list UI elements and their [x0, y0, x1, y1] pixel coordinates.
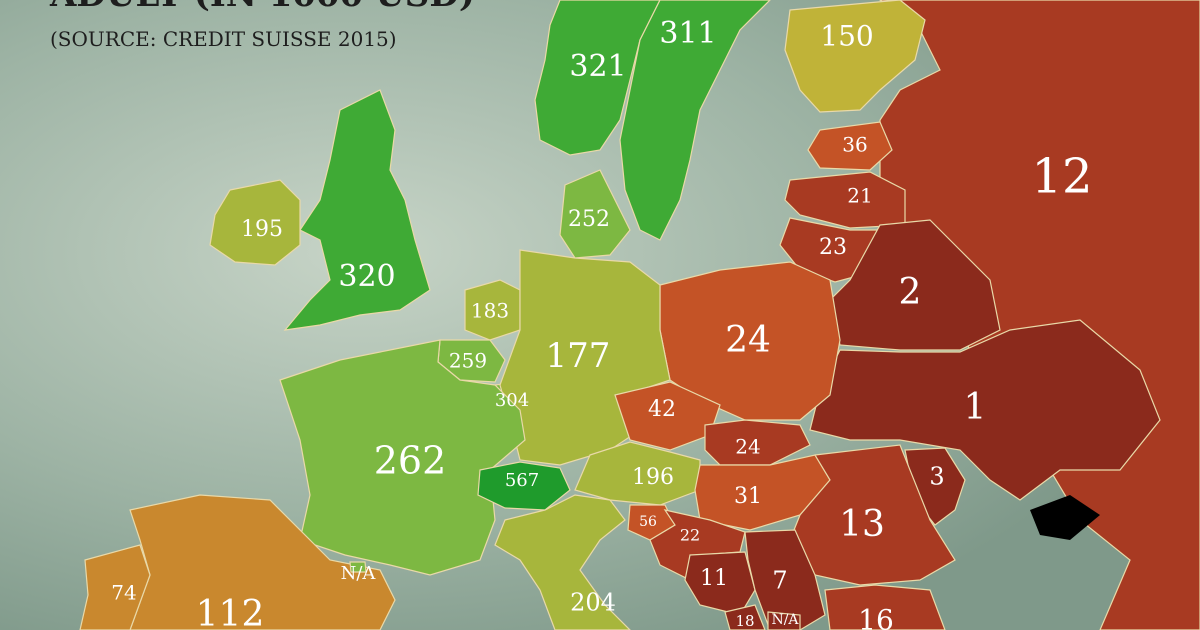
region-denmark [559, 169, 631, 259]
value-label-bosnia: 11 [700, 566, 728, 591]
region-andorra [349, 561, 367, 573]
value-label-slovenia: 56 [639, 514, 657, 530]
region-sweden [619, 0, 771, 241]
value-label-spain: 112 [196, 594, 265, 630]
region-estonia [807, 121, 893, 171]
region-crimea [1030, 495, 1100, 540]
region-uk [283, 89, 431, 331]
region-kosovo [767, 611, 801, 630]
value-label-france: 262 [374, 439, 447, 483]
value-label-portugal: 74 [111, 581, 136, 605]
value-label-bulgaria: 16 [858, 604, 894, 630]
value-label-belgium: 259 [449, 349, 487, 373]
value-label-serbia: 7 [772, 567, 787, 595]
value-label-austria: 196 [632, 465, 674, 490]
region-finland [784, 0, 926, 113]
value-label-uk: 320 [338, 259, 395, 294]
value-label-croatia: 22 [680, 526, 700, 545]
value-label-latvia: 21 [847, 184, 872, 208]
region-serbia [744, 529, 826, 630]
value-label-moldova: 3 [929, 463, 944, 491]
value-label-netherlands: 183 [471, 299, 509, 323]
region-ukraine [809, 319, 1161, 501]
value-label-switzerland: 567 [505, 470, 539, 491]
value-label-finland: 150 [820, 20, 873, 53]
region-italy [494, 494, 631, 630]
value-label-ukraine: 1 [964, 387, 987, 428]
value-label-hungary: 31 [734, 484, 762, 509]
region-montenegro [724, 604, 766, 630]
map-title: ADULT (IN 1000 USD) [49, 0, 475, 15]
value-label-ireland: 195 [241, 217, 283, 242]
region-romania [789, 444, 956, 586]
map-source: (SOURCE: CREDIT SUISSE 2015) [50, 27, 397, 51]
value-label-luxembourg: 304 [495, 390, 529, 411]
region-switzerland [477, 461, 571, 511]
value-label-italy: 204 [570, 589, 616, 617]
value-label-belarus: 2 [899, 272, 922, 313]
value-label-andorra: N/A [341, 563, 377, 584]
value-label-estonia: 36 [842, 133, 867, 157]
value-label-germany: 177 [546, 336, 611, 376]
region-ireland [209, 179, 301, 266]
value-label-lithuania: 23 [819, 235, 847, 260]
value-label-norway: 321 [569, 49, 626, 84]
value-label-romania: 13 [839, 504, 885, 545]
value-label-czech: 42 [648, 397, 676, 422]
region-slovakia [704, 419, 811, 466]
region-latvia [784, 171, 906, 229]
region-bulgaria [824, 584, 946, 630]
value-label-denmark: 252 [568, 207, 610, 232]
value-label-sweden: 311 [659, 16, 716, 51]
value-label-russia: 12 [1031, 149, 1092, 205]
region-belarus [829, 219, 1001, 351]
region-portugal [79, 544, 151, 630]
value-label-slovakia: 24 [735, 435, 760, 459]
value-label-kosovo: N/A [771, 612, 799, 628]
value-label-poland: 24 [725, 320, 771, 361]
value-label-montenegro: 18 [735, 612, 754, 630]
